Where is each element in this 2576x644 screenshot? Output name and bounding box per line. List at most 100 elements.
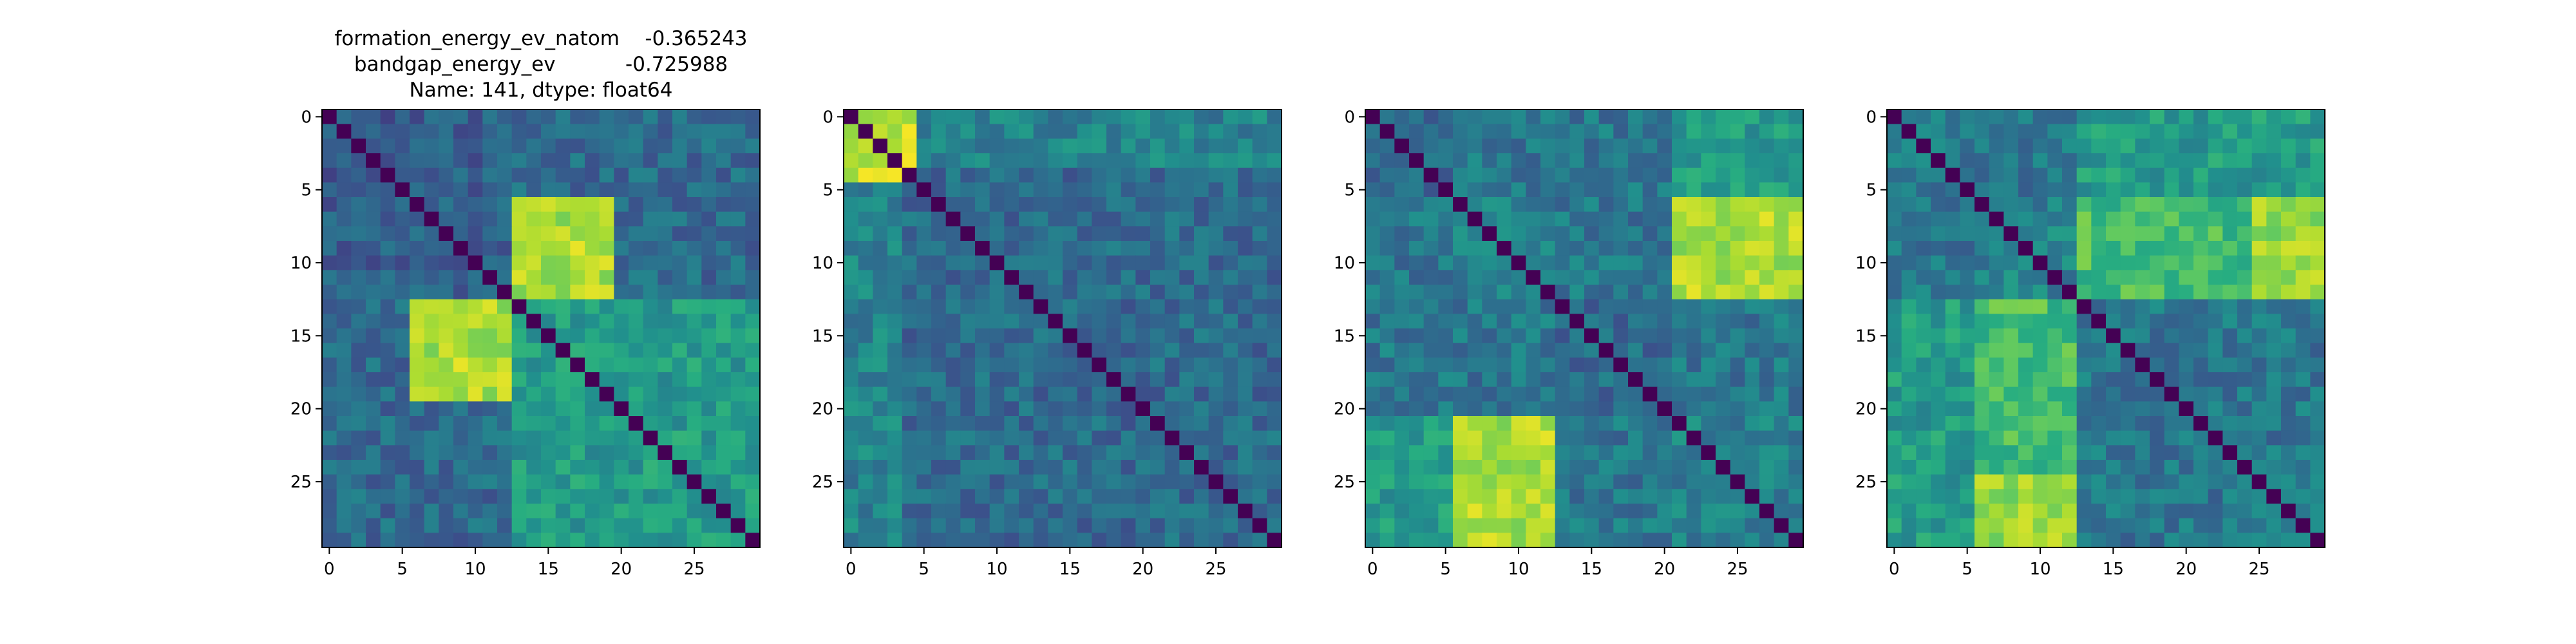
- heatmap-cell: [1555, 416, 1570, 431]
- heatmap-cell: [1730, 445, 1745, 460]
- heatmap-cell: [672, 211, 688, 227]
- heatmap-cell: [2310, 153, 2325, 169]
- heatmap-cell: [887, 328, 903, 344]
- heatmap-cell: [1194, 226, 1209, 242]
- heatmap-cell: [2179, 255, 2194, 270]
- heatmap-cell: [2135, 270, 2150, 285]
- heatmap-cell: [716, 533, 732, 548]
- heatmap-cell: [1540, 401, 1556, 417]
- heatmap-cell: [1238, 226, 1253, 242]
- heatmap-cell: [1540, 138, 1556, 154]
- heatmap-cell: [1467, 197, 1482, 213]
- heatmap-cell: [658, 416, 673, 431]
- heatmap-cell: [1238, 124, 1253, 139]
- heatmap-cell: [410, 153, 425, 169]
- heatmap-cell: [730, 299, 746, 314]
- heatmap-cell: [844, 504, 859, 519]
- heatmap-cell: [643, 416, 658, 431]
- heatmap-cell: [873, 270, 888, 285]
- heatmap-cell: [2047, 357, 2063, 373]
- heatmap-cell: [2120, 416, 2136, 431]
- heatmap-cell: [1423, 153, 1439, 169]
- heatmap-cell: [1945, 357, 1960, 373]
- heatmap-cell: [322, 285, 337, 300]
- heatmap-cell: [322, 270, 337, 285]
- heatmap-cell: [2018, 372, 2034, 388]
- heatmap-cell: [322, 372, 337, 388]
- heatmap-cell: [2150, 314, 2165, 329]
- heatmap-cell: [1164, 255, 1180, 270]
- heatmap-cell: [2164, 372, 2179, 388]
- x-tick-label: 10: [986, 560, 1007, 579]
- heatmap-cell: [916, 343, 932, 358]
- heatmap-cell: [1409, 386, 1425, 402]
- heatmap-cell: [1208, 343, 1224, 358]
- heatmap-cell: [585, 270, 600, 285]
- heatmap-cell: [1106, 328, 1122, 344]
- heatmap-cell: [716, 357, 732, 373]
- heatmap-cell: [1164, 182, 1180, 198]
- heatmap-cell: [1135, 489, 1151, 504]
- heatmap-cell: [701, 241, 717, 256]
- heatmap-cell: [2222, 285, 2238, 300]
- heatmap-cell: [1989, 518, 2004, 533]
- heatmap-cell: [1686, 241, 1701, 256]
- heatmap-cell: [2120, 445, 2136, 460]
- heatmap-cell: [1092, 474, 1107, 489]
- heatmap-cell: [1482, 167, 1497, 183]
- heatmap-cell: [1788, 460, 1804, 475]
- heatmap-cell: [1887, 299, 1902, 314]
- heatmap-cell: [1121, 372, 1136, 388]
- heatmap-cell: [2179, 445, 2194, 460]
- heatmap-cell: [1194, 401, 1209, 417]
- heatmap-cell: [2003, 299, 2019, 314]
- heatmap-cell: [1019, 211, 1034, 227]
- heatmap-cell: [1628, 518, 1643, 533]
- heatmap-cell: [2251, 138, 2267, 154]
- heatmap-cell: [468, 314, 483, 329]
- heatmap-cell: [526, 533, 542, 548]
- heatmap-cell: [672, 167, 688, 183]
- heatmap-cell: [2076, 314, 2092, 329]
- heatmap-cell: [887, 430, 903, 446]
- heatmap-cell: [1150, 504, 1166, 519]
- heatmap-cell: [1194, 124, 1209, 139]
- heatmap-cell: [2310, 211, 2325, 227]
- heatmap-cell: [1931, 211, 1946, 227]
- heatmap-cell: [1569, 343, 1585, 358]
- heatmap-cell: [614, 197, 629, 213]
- heatmap-cell: [687, 533, 702, 548]
- y-tick-label: 5: [822, 181, 833, 200]
- heatmap-cell: [1150, 226, 1166, 242]
- heatmap-cell: [1365, 474, 1381, 489]
- heatmap-cell: [322, 489, 337, 504]
- heatmap-cell: [2222, 518, 2238, 533]
- heatmap-cell: [2237, 430, 2253, 446]
- heatmap-cell: [2281, 328, 2297, 344]
- heatmap-cell: [1628, 197, 1643, 213]
- heatmap-cell: [1960, 328, 1975, 344]
- heatmap-cell: [410, 445, 425, 460]
- heatmap-cell: [1106, 167, 1122, 183]
- heatmap-cell: [1989, 314, 2004, 329]
- heatmap-cell: [975, 197, 990, 213]
- heatmap-cell: [730, 285, 746, 300]
- heatmap-cell: [1916, 299, 1931, 314]
- heatmap-cell: [424, 386, 439, 402]
- heatmap-cell: [1409, 372, 1425, 388]
- heatmap-cell: [1194, 241, 1209, 256]
- heatmap-cell: [1238, 182, 1253, 198]
- heatmap-cell: [1774, 343, 1789, 358]
- heatmap-cell: [336, 299, 352, 314]
- heatmap-cell: [1672, 489, 1687, 504]
- heatmap-cell: [730, 518, 746, 533]
- heatmap-cell: [366, 372, 381, 388]
- heatmap-cell: [380, 343, 395, 358]
- heatmap-cell: [2222, 153, 2238, 169]
- heatmap-cell: [453, 328, 469, 344]
- heatmap-cell: [1540, 226, 1556, 242]
- heatmap-cell: [2047, 299, 2063, 314]
- heatmap-cell: [1077, 241, 1092, 256]
- heatmap-cell: [844, 460, 859, 475]
- heatmap-cell: [526, 167, 542, 183]
